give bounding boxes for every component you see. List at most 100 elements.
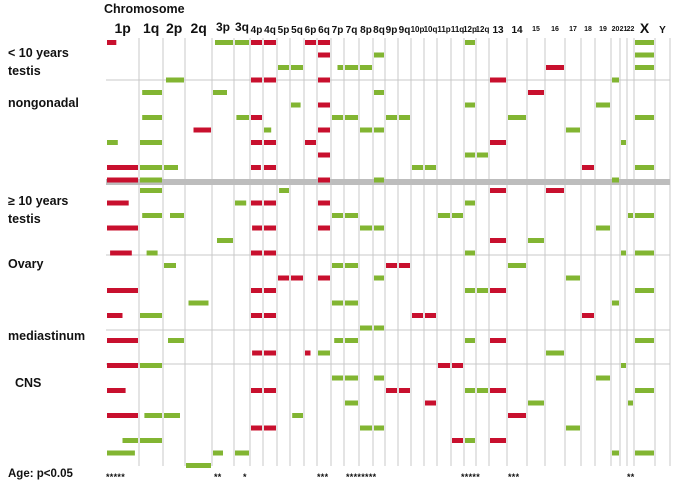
segment-loss-4p <box>251 200 262 206</box>
segment-gain-12p <box>465 200 475 206</box>
segment-gain-12p <box>465 338 475 343</box>
segment-gain-7q <box>345 400 358 406</box>
segment-gain-7q <box>345 375 358 381</box>
segment-loss-2q <box>193 127 211 133</box>
segment-gain-2p <box>170 213 184 218</box>
segment-loss-4q <box>264 77 276 83</box>
segment-loss-6q <box>318 152 330 158</box>
chromosome-label-21: 21 <box>619 26 628 33</box>
chromosome-label-14: 14 <box>511 25 523 36</box>
segment-gain-X <box>635 65 654 70</box>
segment-gain-10q <box>425 165 436 170</box>
segment-gain-8q <box>374 225 384 231</box>
segment-loss-4p <box>251 115 262 120</box>
segment-gain-12p <box>465 40 475 45</box>
chromosome-label-2p: 2p <box>166 20 183 36</box>
segment-gain-3p <box>215 40 233 45</box>
segment-loss-18 <box>582 165 594 170</box>
segment-gain-17 <box>566 425 580 431</box>
segment-loss-13 <box>490 388 506 393</box>
segment-loss-4q <box>264 250 276 256</box>
segment-loss-13 <box>490 188 506 193</box>
segment-gain-2p <box>166 77 184 83</box>
segment-gain-8p <box>360 225 372 231</box>
segment-gain-1q <box>146 250 158 256</box>
segment-loss-4p <box>252 350 262 356</box>
segment-gain-2p <box>168 338 184 343</box>
chromosome-label-5q: 5q <box>291 25 303 36</box>
segment-gain-21 <box>621 363 626 368</box>
segment-loss-1p <box>107 313 123 318</box>
segment-loss-6q <box>318 102 330 108</box>
segment-loss-6q <box>318 275 330 281</box>
segment-gain-7q <box>345 115 358 120</box>
segment-gain-7q <box>345 263 358 268</box>
chromosome-label-8q: 8q <box>373 25 385 36</box>
segment-loss-4p <box>251 40 262 45</box>
segment-loss-6p <box>305 140 316 145</box>
chromosome-label-6p: 6p <box>304 25 317 36</box>
segment-gain-17 <box>566 127 580 133</box>
chromosome-label-17: 17 <box>569 26 577 33</box>
segment-loss-6q <box>318 77 330 83</box>
chromosome-label-7q: 7q <box>345 25 358 36</box>
segment-loss-15 <box>528 90 544 95</box>
segment-gain-16 <box>546 350 564 356</box>
segment-loss-1p <box>110 250 132 256</box>
segment-gain-7p <box>332 213 343 218</box>
segment-gain-7q <box>345 300 358 306</box>
segment-loss-6p <box>305 350 311 356</box>
chromosome-label-5p: 5p <box>277 25 290 36</box>
segment-gain-2p <box>164 165 178 170</box>
segment-gain-1p <box>107 140 118 145</box>
segment-loss-13 <box>490 288 506 293</box>
segment-loss-4p <box>251 140 262 145</box>
segment-loss-4q <box>264 225 276 231</box>
segment-loss-16 <box>546 188 564 193</box>
segment-gain-20 <box>612 300 619 306</box>
chromosome-label-20: 20 <box>611 26 620 33</box>
segment-loss-4q <box>264 350 276 356</box>
segment-loss-6q <box>318 200 330 206</box>
group-label-over10-line2: testis <box>8 212 41 226</box>
group-label-mediastinum: mediastinum <box>8 329 86 343</box>
segment-gain-7q <box>345 338 358 343</box>
segment-gain-8p <box>360 325 372 331</box>
segment-loss-10q <box>425 313 436 318</box>
chromosome-label-1p: 1p <box>114 20 131 36</box>
segment-gain-15 <box>528 400 544 406</box>
chromosome-label-1q: 1q <box>143 20 160 36</box>
chromosome-label-15: 15 <box>532 26 540 33</box>
segment-gain-15 <box>528 238 544 243</box>
segment-loss-5q <box>291 275 303 281</box>
segment-gain-20 <box>612 77 619 83</box>
segment-gain-X <box>635 115 654 120</box>
segment-gain-9q <box>399 115 410 120</box>
segment-gain-3q <box>235 40 249 45</box>
segment-loss-10p <box>412 313 423 318</box>
segment-gain-X <box>635 338 654 343</box>
segment-gain-2p <box>164 263 176 268</box>
segment-loss-6q <box>318 127 330 133</box>
chromosome-label-7p: 7p <box>331 25 344 36</box>
segment-gain-12p <box>465 388 475 393</box>
segment-loss-6q <box>318 225 330 231</box>
segment-loss-9p <box>386 263 397 268</box>
segment-gain-X <box>635 388 654 393</box>
segment-gain-14 <box>508 263 526 268</box>
segment-gain-1q <box>140 165 162 170</box>
segment-gain-12q <box>477 388 488 393</box>
chromosome-label-19: 19 <box>599 26 607 33</box>
group-label-under10-line1: < 10 years <box>8 46 69 60</box>
segment-loss-1p <box>107 40 117 45</box>
chromosome-label-2q: 2q <box>190 20 207 36</box>
chromosome-label-8p: 8p <box>360 25 372 36</box>
segment-gain-20 <box>612 450 619 456</box>
segment-gain-3q <box>235 200 247 206</box>
segment-loss-1p <box>107 165 138 170</box>
chromosome-label-10p: 10p <box>410 25 425 34</box>
segment-loss-10q <box>425 400 436 406</box>
segment-gain-7p <box>332 375 343 381</box>
group-label-cns: CNS <box>15 376 42 390</box>
